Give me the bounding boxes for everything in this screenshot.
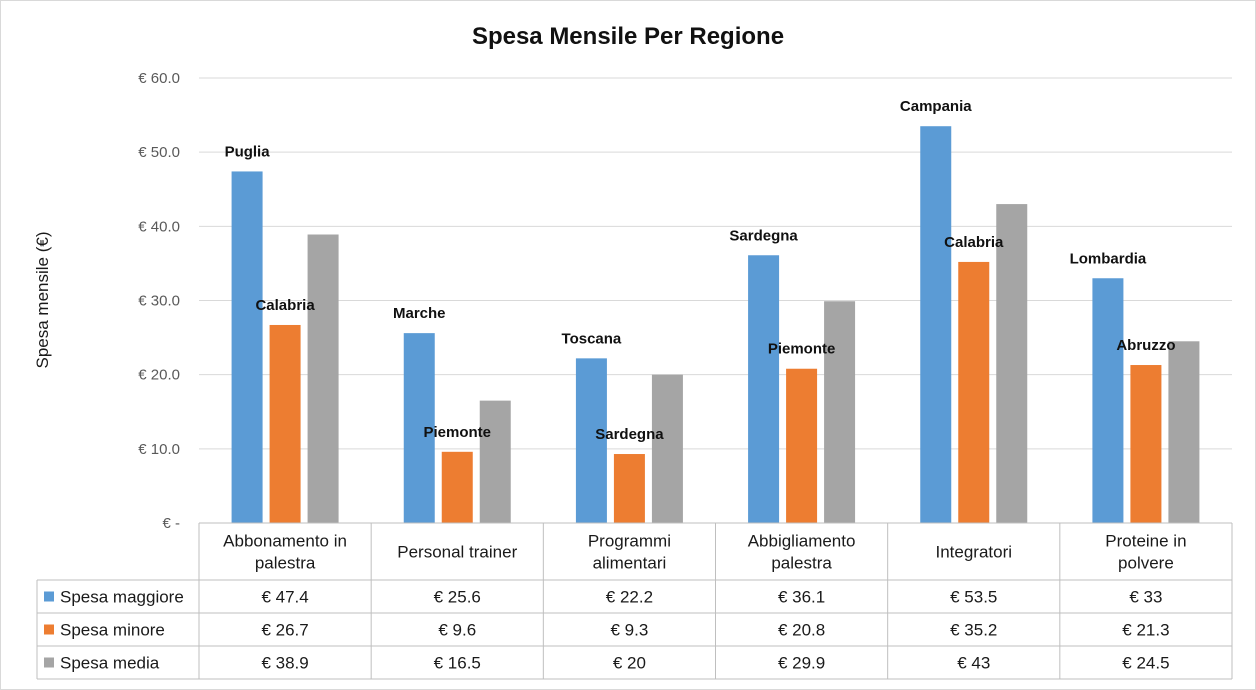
bar	[824, 301, 856, 523]
bar	[307, 234, 339, 523]
x-tick-label: Proteine in	[1105, 532, 1186, 551]
x-tick-label: alimentari	[593, 554, 667, 573]
bar	[613, 454, 645, 523]
table-cell: € 16.5	[434, 654, 481, 673]
table-cell: € 22.2	[606, 588, 653, 607]
x-tick-label: Abbigliamento	[748, 532, 856, 551]
table-cell: € 35.2	[950, 621, 997, 640]
bar	[996, 204, 1028, 524]
legend-entry: Spesa media	[60, 654, 160, 673]
bar-data-label: Campania	[900, 98, 972, 115]
bar	[403, 333, 435, 523]
table-cell: € 21.3	[1122, 621, 1169, 640]
table-cell: € 9.3	[611, 621, 649, 640]
bar-data-label: Piemonte	[423, 424, 491, 441]
bar-data-label: Puglia	[225, 143, 271, 160]
bar	[479, 400, 511, 523]
table-cell: € 24.5	[1122, 654, 1169, 673]
table-cell: € 36.1	[778, 588, 825, 607]
bar-data-label: Abruzzo	[1116, 337, 1175, 354]
bar	[958, 261, 990, 523]
bar-data-label: Calabria	[944, 234, 1004, 251]
bar	[748, 255, 780, 523]
table-cell: € 25.6	[434, 588, 481, 607]
chart-title: Spesa Mensile Per Regione	[472, 23, 784, 50]
data-labels: Puglia Marche Toscana Sardegna Campania Lomba…	[225, 98, 1176, 443]
y-tick-label: € 60.0	[138, 70, 180, 87]
table-cell: € 20	[613, 654, 646, 673]
x-tick-label: Abbonamento in	[223, 532, 347, 551]
bar	[575, 358, 607, 523]
x-tick-label: polvere	[1118, 554, 1174, 573]
table-cell: € 38.9	[261, 654, 308, 673]
bar-data-label: Calabria	[255, 297, 315, 314]
bar	[1168, 341, 1200, 523]
bars	[231, 126, 1200, 524]
legend-key	[44, 591, 54, 602]
bar-data-label: Sardegna	[729, 227, 798, 244]
bar-data-label: Piemonte	[768, 341, 836, 358]
gridlines	[199, 77, 1232, 450]
x-tick-label: palestra	[255, 554, 316, 573]
table-cell: € 53.5	[950, 588, 997, 607]
table-cell: € 20.8	[778, 621, 825, 640]
bar-data-label: Toscana	[562, 330, 622, 347]
bar	[786, 368, 818, 523]
y-tick-label: € 10.0	[138, 441, 180, 458]
x-tick-label: Programmi	[588, 532, 671, 551]
bar	[1130, 365, 1162, 523]
y-tick-label: € 50.0	[138, 144, 180, 161]
x-tick-label: palestra	[771, 554, 832, 573]
bar-data-label: Sardegna	[595, 426, 664, 443]
legend-key	[44, 624, 54, 635]
table-cell: € 47.4	[261, 588, 308, 607]
table-cell: € 43	[957, 654, 990, 673]
bar	[441, 451, 473, 523]
bar	[231, 171, 263, 523]
y-tick-label: € -	[162, 515, 180, 532]
legend-entry: Spesa minore	[60, 621, 165, 640]
y-tick-label: € 40.0	[138, 218, 180, 235]
table-cell: € 9.6	[438, 621, 476, 640]
bar-data-label: Marche	[393, 305, 446, 322]
y-tick-label: € 20.0	[138, 367, 180, 384]
bar	[269, 324, 301, 523]
y-axis-label: Spesa mensile (€)	[33, 231, 52, 368]
y-axis-ticks: € - € 10.0 € 20.0 € 30.0 € 40.0 € 50.0 € 60.0	[138, 70, 180, 532]
x-tick-label: Integratori	[935, 543, 1012, 562]
bar	[920, 126, 952, 523]
legend-entry: Spesa maggiore	[60, 588, 184, 607]
table-cell: € 29.9	[778, 654, 825, 673]
table-cell: € 26.7	[261, 621, 308, 640]
y-tick-label: € 30.0	[138, 293, 180, 310]
bar	[651, 374, 683, 523]
bar-data-label: Lombardia	[1070, 250, 1147, 267]
table-cell: € 33	[1129, 588, 1162, 607]
data-table: Abbonamento in palestra Personal trainer Pr…	[36, 522, 1233, 680]
legend-key	[44, 657, 54, 668]
bar	[1092, 278, 1124, 523]
x-tick-label: Personal trainer	[397, 543, 517, 562]
